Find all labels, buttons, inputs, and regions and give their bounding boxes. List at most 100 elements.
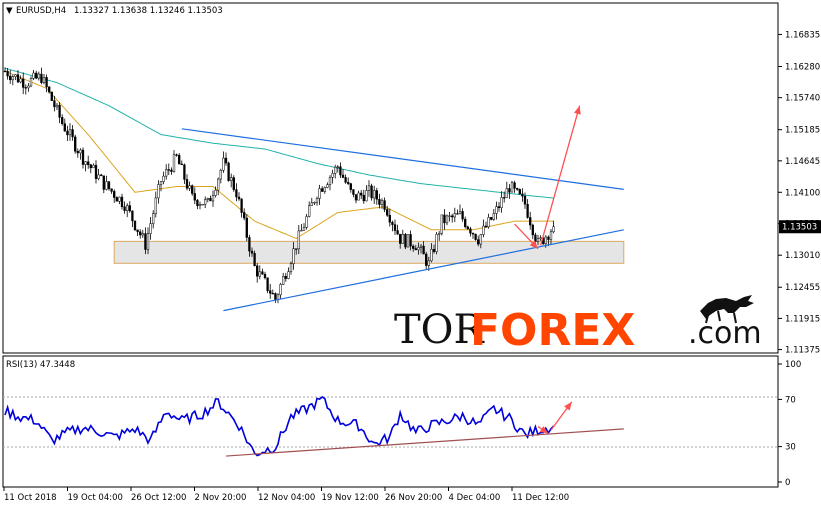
time-tick-label: 12 Nov 04:00: [258, 493, 315, 503]
candle-body: [318, 188, 321, 199]
candle-body: [399, 233, 402, 244]
candle-body: [165, 169, 168, 177]
candle-body: [305, 216, 308, 228]
candle-body: [492, 213, 495, 220]
candle-body: [9, 75, 12, 81]
rsi-forecast-arrow-head: [564, 401, 572, 411]
candle-body: [271, 292, 274, 295]
chart-symbol-timeframe: EURUSD,H4: [16, 6, 66, 16]
candle-body: [482, 225, 485, 235]
candle-body: [300, 230, 303, 232]
candle-body: [94, 164, 98, 179]
candle-body: [477, 239, 480, 245]
candle-body: [123, 206, 126, 211]
candle-body: [42, 77, 46, 83]
rsi-tick-label: 70: [785, 395, 796, 405]
price-tick-label: 1.12455: [785, 283, 820, 293]
candle-body: [362, 194, 365, 202]
candle-body: [172, 154, 176, 172]
candle-body: [328, 177, 332, 185]
symbol-triangle-icon[interactable]: ▼: [6, 6, 13, 16]
candle-body: [100, 174, 103, 177]
candle-body: [412, 245, 415, 249]
candle-body: [89, 164, 92, 169]
candle-body: [487, 217, 490, 228]
candle-body: [347, 181, 350, 184]
candle-body: [440, 214, 443, 234]
candle-body: [453, 213, 456, 218]
candlesticks: [3, 67, 555, 304]
candle-body: [274, 293, 277, 300]
candle-body: [87, 161, 90, 166]
candle-body: [204, 199, 207, 205]
candle-body: [409, 234, 412, 247]
candle-body: [198, 204, 202, 206]
candle-body: [84, 161, 87, 165]
candle-body: [375, 190, 378, 200]
candle-body: [27, 85, 30, 89]
candle-body: [310, 202, 313, 206]
candle-body: [458, 211, 462, 214]
candle-body: [289, 263, 293, 272]
candle-body: [232, 177, 235, 190]
time-tick-label: 19 Oct 04:00: [68, 493, 123, 503]
candle-body: [508, 188, 511, 193]
candle-body: [243, 212, 246, 219]
rsi-forecast-arrow-head: [539, 426, 549, 434]
trendline-lower: [223, 229, 624, 312]
candle-body: [497, 206, 501, 209]
time-axis: 11 Oct 2018 19 Oct 04:00 26 Oct 12:00 2 Nov…: [3, 487, 569, 503]
time-tick-label: 2 Nov 20:00: [195, 493, 247, 503]
candle-body: [61, 117, 64, 124]
candle-body: [149, 223, 152, 234]
candle-body: [263, 273, 267, 279]
candle-body: [404, 234, 407, 248]
rsi-header: RSI(13) 47.3448: [6, 360, 75, 370]
candle-body: [323, 187, 326, 192]
candle-body: [326, 184, 329, 188]
candle-body: [183, 164, 186, 180]
support-zone-rect: [113, 240, 625, 264]
candle-body: [245, 217, 248, 238]
current-price-marker: 1.13503: [779, 220, 821, 234]
candle-body: [451, 215, 454, 218]
candle-body: [115, 197, 118, 202]
candle-body: [357, 192, 360, 201]
logo-com: .com: [688, 316, 762, 351]
candle-body: [505, 188, 508, 198]
candle-body: [526, 203, 529, 218]
candle-body: [170, 169, 173, 172]
chart-ohlc: 1.13327 1.13638 1.13246 1.13503: [74, 6, 223, 16]
main-panel: [2, 2, 779, 354]
rsi-tick-label: 0: [785, 478, 790, 488]
candle-body: [443, 214, 446, 224]
ma-short-line: [4, 70, 554, 240]
candle-body: [53, 100, 56, 108]
candle-body: [102, 175, 105, 190]
candle-body: [510, 182, 514, 193]
bull-icon: [700, 295, 754, 324]
trendline-upper: [181, 128, 624, 190]
candle-body: [45, 77, 48, 88]
candle-body: [479, 234, 482, 245]
time-tick-label: 11 Oct 2018: [4, 493, 57, 503]
rsi-trendline: [225, 428, 624, 457]
candle-body: [214, 189, 217, 196]
candle-body: [344, 177, 347, 183]
candle-body: [308, 205, 311, 217]
candle-body: [152, 213, 155, 224]
candle-body: [40, 73, 43, 83]
candle-body: [516, 188, 519, 190]
candle-body: [258, 271, 261, 277]
rsi-tick-label: 100: [785, 360, 801, 370]
candle-body: [287, 271, 290, 279]
candle-body: [157, 184, 160, 199]
logo-forex: FOREX: [470, 305, 635, 356]
candle-body: [92, 164, 95, 169]
candle-body: [360, 192, 363, 196]
candle-body: [549, 231, 553, 240]
price-tick-label: 1.14645: [785, 157, 820, 167]
candle-body: [55, 104, 59, 108]
candle-body: [71, 129, 74, 138]
candle-body: [11, 76, 14, 81]
